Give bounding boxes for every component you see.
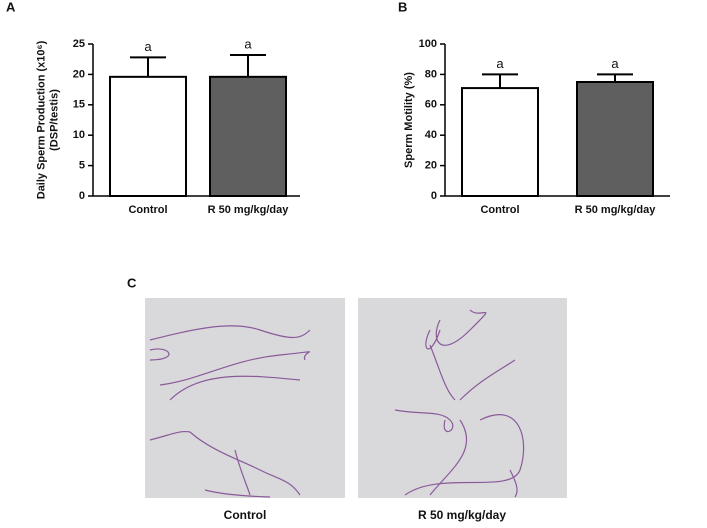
- y-axis-label: Sperm Motility (%): [403, 72, 415, 168]
- annotation: a: [611, 56, 619, 71]
- y-tick-label: 80: [425, 68, 437, 80]
- bar: [576, 81, 654, 197]
- y-tick-label: 5: [79, 160, 85, 172]
- y-tick-label: 60: [425, 99, 437, 111]
- panel-label: C: [127, 275, 137, 290]
- y-tick-label: 0: [431, 190, 437, 202]
- x-tick-label: Control: [480, 204, 519, 216]
- x-tick-label: R 50 mg/kg/day: [575, 204, 657, 216]
- y-axis-label: Daily Sperm Production (x10⁶): [35, 40, 47, 199]
- bar: [209, 75, 287, 197]
- bar: [461, 87, 539, 197]
- annotation: a: [144, 39, 152, 54]
- caption: Control: [224, 508, 267, 522]
- panel-label: B: [398, 0, 407, 14]
- x-tick-label: Control: [128, 204, 167, 216]
- y-tick-label: 10: [73, 129, 85, 141]
- y-tick-label: 0: [79, 190, 85, 202]
- y-tick-label: 20: [425, 160, 437, 172]
- bar: [109, 75, 187, 197]
- annotation: a: [244, 36, 252, 51]
- micrograph-treated: [358, 298, 567, 498]
- y-tick-label: 15: [73, 99, 85, 111]
- y-tick-label: 25: [73, 38, 85, 50]
- y-tick-label: 40: [425, 129, 437, 141]
- y-axis-label: (DSP/testis): [48, 89, 60, 151]
- micrograph-control: [145, 298, 345, 498]
- panel-label: A: [6, 0, 16, 14]
- y-tick-label: 20: [73, 68, 85, 80]
- caption: R 50 mg/kg/day: [418, 508, 506, 522]
- x-tick-label: R 50 mg/kg/day: [208, 204, 290, 216]
- y-tick-label: 100: [419, 38, 437, 50]
- annotation: a: [496, 56, 504, 71]
